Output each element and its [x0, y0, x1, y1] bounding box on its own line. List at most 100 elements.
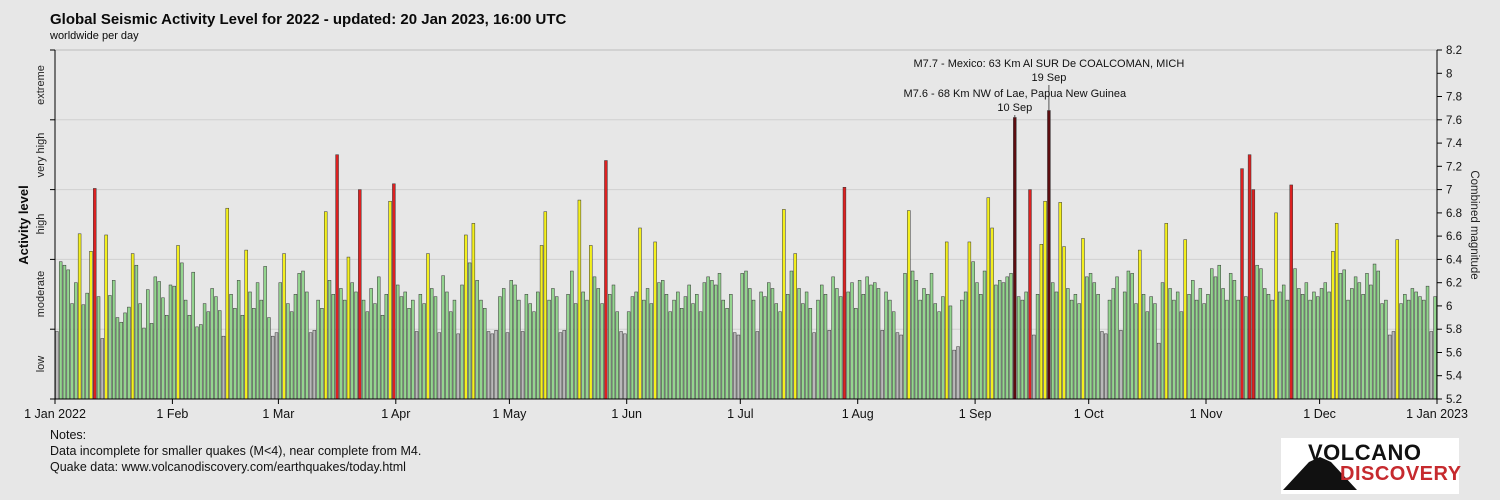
bar-day-327 — [1293, 268, 1297, 400]
bar-day-44 — [221, 335, 226, 400]
bar-day-316 — [1251, 189, 1256, 400]
bar-day-116 — [494, 330, 498, 400]
bar-day-154 — [638, 227, 642, 400]
bar-day-31 — [172, 285, 176, 400]
bar-day-198 — [804, 291, 809, 400]
right-tick-label-7: 7 — [1446, 185, 1452, 197]
bar-day-321 — [1270, 299, 1274, 400]
bar-day-39 — [202, 303, 207, 400]
bar-day-328 — [1297, 288, 1301, 400]
right-tick-label-8: 8 — [1446, 68, 1452, 80]
bar-day-162 — [668, 311, 672, 400]
bar-day-70 — [320, 308, 324, 400]
bar-day-275 — [1096, 294, 1100, 400]
bar-day-159 — [657, 282, 661, 400]
bar-day-318 — [1259, 268, 1263, 400]
bar-day-148 — [615, 311, 619, 400]
bar-day-208 — [842, 187, 847, 400]
bar-day-199 — [808, 308, 813, 400]
bar-day-271 — [1081, 238, 1085, 400]
bar-day-329 — [1300, 294, 1305, 400]
bar-day-15 — [111, 280, 116, 400]
bar-day-277 — [1104, 333, 1108, 400]
bar-day-53 — [255, 282, 260, 400]
bar-day-361 — [1422, 299, 1426, 400]
bar-day-66 — [305, 291, 309, 400]
bar-day-38 — [199, 324, 203, 400]
bar-day-269 — [1073, 294, 1078, 400]
notes-heading: Notes: — [50, 428, 87, 442]
bar-day-54 — [259, 299, 264, 400]
bar-day-224 — [903, 273, 907, 400]
bar-day-41 — [210, 288, 214, 400]
bar-day-222 — [895, 332, 900, 400]
bar-day-22 — [138, 303, 142, 400]
bar-day-24 — [146, 289, 150, 400]
bar-day-126 — [532, 311, 536, 400]
right-tick-label-5.6: 5.6 — [1446, 348, 1462, 360]
bar-day-231 — [929, 273, 934, 400]
bar-day-14 — [108, 295, 112, 400]
bar-day-344 — [1357, 282, 1362, 400]
bar-day-343 — [1353, 276, 1358, 400]
bar-day-360 — [1418, 296, 1422, 400]
bar-day-239 — [960, 299, 964, 400]
bar-day-110 — [471, 223, 476, 400]
bar-day-319 — [1263, 288, 1267, 400]
bar-day-3 — [66, 269, 70, 400]
bar-day-265 — [1058, 202, 1062, 400]
bar-day-347 — [1369, 284, 1373, 400]
bar-day-287 — [1141, 294, 1146, 400]
bar-day-354 — [1395, 239, 1399, 400]
x-tick-label-10: 1 Nov — [1190, 407, 1223, 421]
bar-day-107 — [460, 284, 464, 400]
bar-day-237 — [952, 349, 956, 400]
bar-day-246 — [986, 197, 991, 400]
bar-day-345 — [1361, 294, 1365, 400]
bar-day-363 — [1429, 331, 1434, 400]
right-tick-label-6.4: 6.4 — [1446, 254, 1463, 266]
bar-day-315 — [1247, 154, 1252, 400]
bar-day-268 — [1069, 299, 1074, 400]
bar-day-21 — [134, 264, 139, 400]
bar-day-143 — [596, 288, 601, 400]
bar-day-270 — [1077, 303, 1081, 400]
bar-day-263 — [1051, 282, 1055, 400]
bar-day-46 — [229, 294, 233, 400]
bar-day-97 — [422, 303, 426, 400]
bar-day-130 — [547, 299, 551, 400]
bar-day-311 — [1232, 280, 1237, 400]
bar-day-244 — [979, 294, 983, 400]
bar-day-5 — [74, 282, 78, 400]
bar-day-250 — [1001, 282, 1006, 400]
bar-day-180 — [736, 334, 741, 400]
bar-day-194 — [789, 270, 794, 400]
bar-day-69 — [316, 299, 320, 400]
bar-day-255 — [1020, 299, 1025, 400]
bar-day-152 — [630, 296, 635, 400]
bar-day-241 — [967, 241, 972, 400]
right-tick-label-7.4: 7.4 — [1446, 138, 1463, 150]
bar-day-330 — [1304, 282, 1309, 400]
bar-day-322 — [1274, 212, 1278, 400]
bar-day-141 — [589, 245, 593, 400]
bar-day-352 — [1387, 334, 1392, 400]
bar-day-6 — [77, 233, 82, 400]
bar-day-145 — [604, 160, 608, 400]
bar-day-174 — [714, 284, 718, 400]
bar-day-304 — [1206, 294, 1210, 400]
bar-day-230 — [926, 294, 930, 400]
bar-day-357 — [1406, 299, 1411, 400]
bar-day-346 — [1365, 273, 1369, 400]
x-tick-label-5: 1 Jun — [611, 407, 642, 421]
annotation-date-m77: 19 Sep — [1031, 72, 1067, 84]
bar-day-131 — [551, 288, 555, 400]
bar-day-103 — [445, 291, 449, 400]
bar-day-313 — [1240, 168, 1244, 400]
bar-day-266 — [1062, 246, 1066, 400]
bar-day-1 — [58, 261, 63, 400]
x-tick-label-4: 1 May — [492, 407, 527, 421]
bar-day-232 — [933, 303, 938, 400]
bar-day-325 — [1285, 299, 1290, 400]
